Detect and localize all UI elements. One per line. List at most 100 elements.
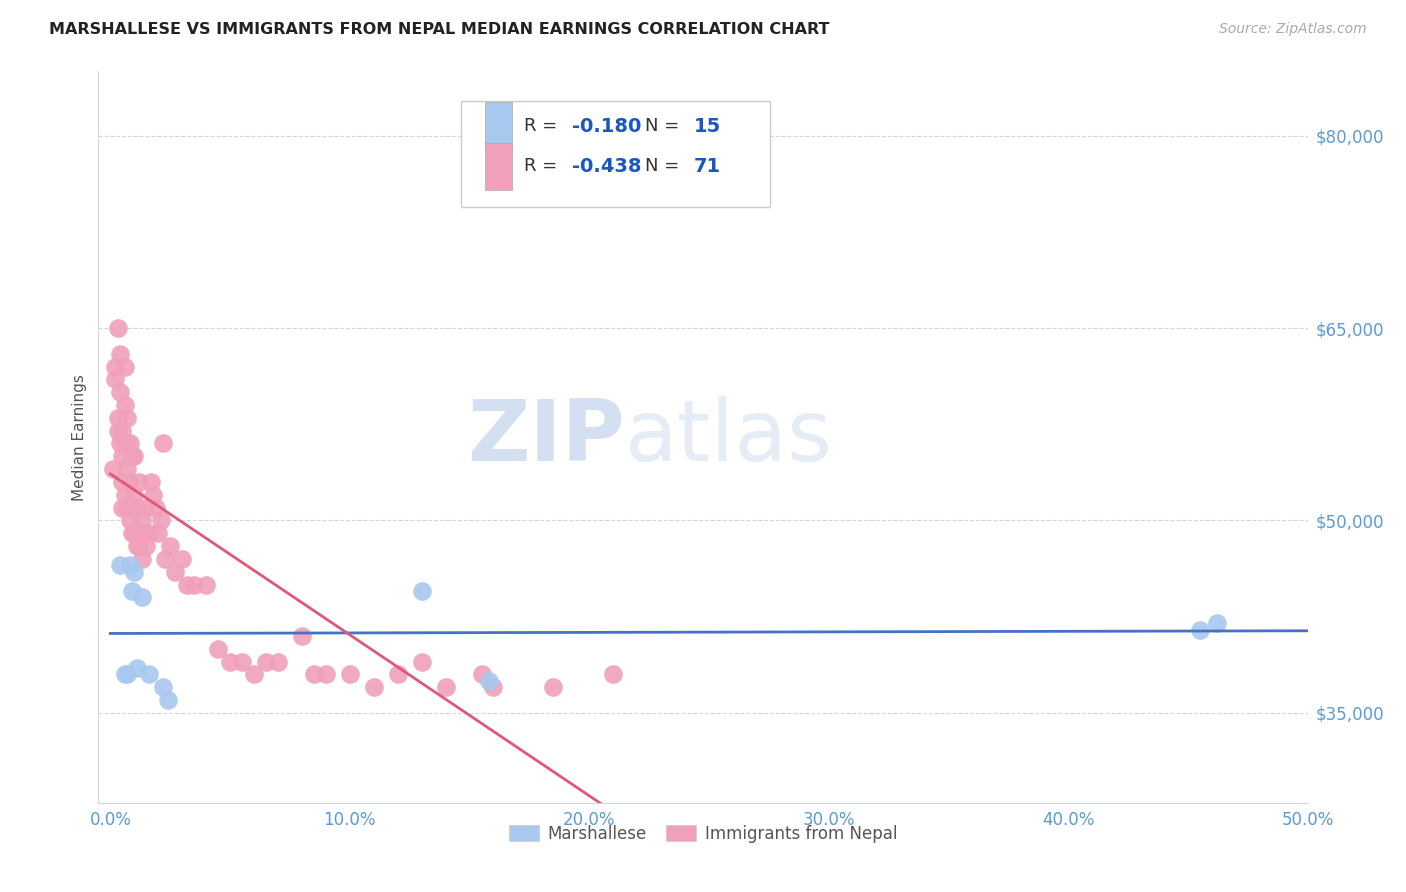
Text: 71: 71 [693, 157, 720, 176]
Point [543, 681, 565, 695]
Point [602, 667, 624, 681]
Point [302, 667, 325, 681]
Point [118, 558, 141, 573]
Point [115, 500, 138, 515]
Point [470, 667, 492, 681]
Point [115, 410, 138, 425]
Point [114, 488, 136, 502]
Point [159, 539, 181, 553]
Point [152, 681, 174, 695]
Text: -0.180: -0.180 [572, 117, 641, 136]
Point [152, 436, 174, 450]
Point [183, 577, 205, 591]
Point [118, 514, 141, 528]
Point [1205, 616, 1227, 631]
Point [363, 681, 385, 695]
Point [107, 424, 129, 438]
Point [207, 641, 229, 656]
FancyBboxPatch shape [485, 143, 512, 190]
Legend: Marshallese, Immigrants from Nepal: Marshallese, Immigrants from Nepal [502, 818, 904, 849]
Point [148, 526, 170, 541]
Point [155, 552, 177, 566]
Point [111, 450, 134, 464]
Point [139, 475, 162, 489]
Point [267, 655, 290, 669]
Point [135, 539, 157, 553]
Point [131, 591, 153, 605]
Point [124, 565, 146, 579]
Point [111, 500, 134, 515]
Point [124, 526, 146, 541]
Text: 15: 15 [693, 117, 721, 136]
Point [125, 539, 148, 553]
Text: R =: R = [524, 158, 562, 176]
Point [104, 372, 127, 386]
Point [128, 539, 150, 553]
Point [219, 655, 242, 669]
Point [121, 584, 143, 599]
FancyBboxPatch shape [461, 101, 769, 207]
Point [118, 436, 141, 450]
Point [114, 667, 136, 681]
Text: -0.438: -0.438 [572, 157, 643, 176]
Point [1188, 623, 1211, 637]
Point [149, 514, 172, 528]
Point [104, 359, 127, 374]
Point [291, 629, 314, 643]
Point [478, 673, 501, 688]
Point [156, 693, 179, 707]
Point [434, 681, 457, 695]
Point [115, 667, 138, 681]
Text: atlas: atlas [624, 395, 832, 479]
Point [128, 475, 150, 489]
Point [115, 462, 138, 476]
Text: ZIP: ZIP [467, 395, 624, 479]
Point [101, 462, 124, 476]
Point [107, 321, 129, 335]
Point [115, 436, 138, 450]
Point [135, 500, 157, 515]
Point [124, 488, 146, 502]
Point [108, 346, 131, 360]
Point [131, 514, 153, 528]
Text: N =: N = [645, 158, 685, 176]
Point [107, 410, 129, 425]
Point [132, 526, 155, 541]
Point [195, 577, 218, 591]
Point [163, 565, 186, 579]
Point [121, 526, 143, 541]
Text: N =: N = [645, 117, 685, 136]
Point [121, 500, 143, 515]
Point [231, 655, 253, 669]
Point [111, 424, 134, 438]
Point [114, 359, 136, 374]
Point [138, 667, 160, 681]
FancyBboxPatch shape [485, 103, 512, 150]
Point [124, 450, 146, 464]
Point [145, 500, 167, 515]
Point [172, 552, 194, 566]
Point [108, 558, 131, 573]
Point [125, 500, 148, 515]
Point [411, 655, 433, 669]
Y-axis label: Median Earnings: Median Earnings [72, 374, 87, 500]
Point [125, 661, 148, 675]
Text: R =: R = [524, 117, 562, 136]
Point [387, 667, 409, 681]
Text: Source: ZipAtlas.com: Source: ZipAtlas.com [1219, 22, 1367, 37]
Point [176, 577, 198, 591]
Point [114, 398, 136, 412]
Point [254, 655, 277, 669]
Point [142, 488, 165, 502]
Point [315, 667, 337, 681]
Point [121, 450, 143, 464]
Point [114, 436, 136, 450]
Point [118, 475, 141, 489]
Point [131, 552, 153, 566]
Point [111, 475, 134, 489]
Point [411, 584, 433, 599]
Point [482, 681, 505, 695]
Point [108, 436, 131, 450]
Text: MARSHALLESE VS IMMIGRANTS FROM NEPAL MEDIAN EARNINGS CORRELATION CHART: MARSHALLESE VS IMMIGRANTS FROM NEPAL MED… [49, 22, 830, 37]
Point [138, 526, 160, 541]
